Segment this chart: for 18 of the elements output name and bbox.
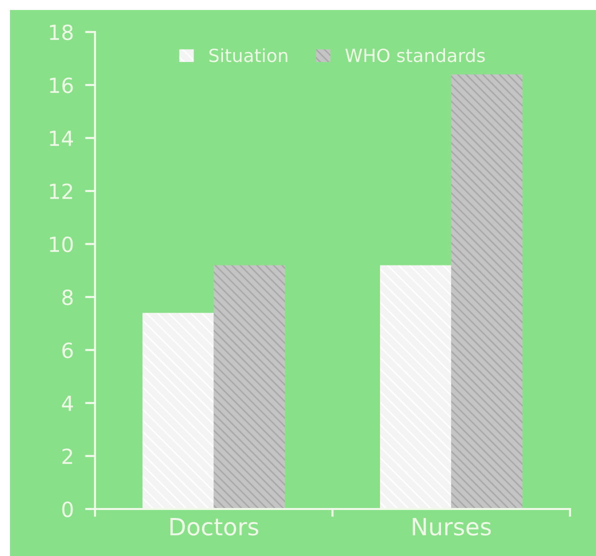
- bar: [451, 74, 522, 509]
- y-tick-label: 16: [50, 77, 73, 94]
- legend-label: WHO standards: [345, 48, 485, 62]
- y-tick-label: 2: [62, 448, 72, 464]
- y-tick-label: 0: [62, 501, 73, 518]
- y-tick-label: 8: [62, 289, 73, 306]
- y-tick-label: 14: [50, 130, 73, 146]
- x-tick-label: Doctors: [170, 518, 258, 536]
- legend-label: Situation: [209, 48, 288, 62]
- y-tick-label: 4: [62, 396, 73, 411]
- y-tick-label: 6: [62, 342, 73, 358]
- y-tick-label: 10: [50, 236, 73, 252]
- bar: [214, 265, 285, 509]
- y-tick-label: 18: [50, 24, 73, 40]
- x-tick-label: Nurses: [412, 518, 491, 536]
- bar: [380, 265, 452, 509]
- y-tick-label: 12: [50, 183, 72, 199]
- bar: [142, 312, 214, 509]
